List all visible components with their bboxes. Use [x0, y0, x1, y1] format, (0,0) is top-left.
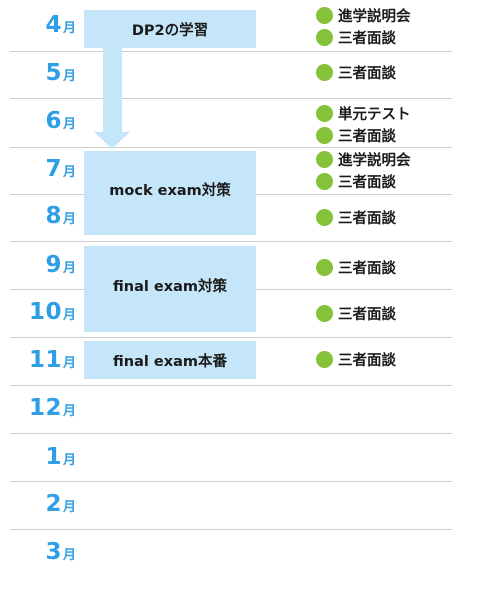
row-divider — [10, 529, 452, 530]
green-dot-icon — [316, 29, 333, 46]
month-number: 12 — [28, 395, 62, 421]
month-label-december: 12 月 — [14, 395, 76, 421]
green-dot-icon — [316, 209, 333, 226]
month-unit: 月 — [62, 356, 76, 371]
month-number: 1 — [45, 444, 62, 470]
event-label: 三者面談 — [338, 261, 396, 277]
month-number: 3 — [45, 539, 62, 565]
month-number: 7 — [45, 156, 62, 182]
green-dot-icon — [316, 127, 333, 144]
event-item: 三者面談 — [316, 349, 396, 370]
row-divider — [10, 337, 452, 338]
green-dot-icon — [316, 105, 333, 122]
green-dot-icon — [316, 7, 333, 24]
month-number: 11 — [28, 347, 62, 373]
phase-label: final exam対策 — [113, 278, 227, 295]
month-number: 5 — [45, 60, 62, 86]
month-unit: 月 — [62, 69, 76, 84]
row-divider — [10, 51, 452, 52]
event-label: 三者面談 — [338, 353, 396, 369]
event-item: 三者面談 — [316, 125, 396, 146]
event-label: 単元テスト — [338, 107, 411, 123]
phase-mock-exam-prep: mock exam対策 — [84, 151, 256, 235]
phase-final-exam: final exam本番 — [84, 341, 256, 379]
event-item: 単元テスト — [316, 103, 411, 124]
phase-dp2-study: DP2の学習 — [84, 10, 256, 48]
event-item: 進学説明会 — [316, 5, 411, 26]
row-divider — [10, 241, 452, 242]
green-dot-icon — [316, 351, 333, 368]
phase-label: DP2の学習 — [131, 22, 209, 39]
month-unit: 月 — [62, 308, 76, 323]
phase-label: final exam本番 — [113, 353, 227, 370]
month-number: 9 — [45, 252, 62, 278]
row-divider — [10, 481, 452, 482]
event-label: 三者面談 — [338, 31, 396, 47]
green-dot-icon — [316, 151, 333, 168]
event-label: 進学説明会 — [338, 153, 411, 169]
arrow-down-icon — [94, 132, 130, 149]
event-label: 三者面談 — [338, 129, 396, 145]
month-label-october: 10 月 — [14, 299, 76, 325]
green-dot-icon — [316, 305, 333, 322]
phase-label: mock exam対策 — [109, 182, 231, 199]
event-label: 三者面談 — [338, 307, 396, 323]
month-number: 10 — [28, 299, 62, 325]
month-unit: 月 — [62, 117, 76, 132]
month-number: 2 — [45, 491, 62, 517]
row-divider — [10, 98, 452, 99]
month-number: 6 — [45, 108, 62, 134]
month-number: 4 — [45, 12, 62, 38]
row-divider — [10, 385, 452, 386]
month-unit: 月 — [62, 212, 76, 227]
event-label: 進学説明会 — [338, 9, 411, 25]
month-unit: 月 — [62, 548, 76, 563]
month-unit: 月 — [62, 21, 76, 36]
event-item: 三者面談 — [316, 62, 396, 83]
month-unit: 月 — [62, 500, 76, 515]
month-unit: 月 — [62, 165, 76, 180]
month-unit: 月 — [62, 453, 76, 468]
month-label-november: 11 月 — [14, 347, 76, 373]
event-item: 三者面談 — [316, 303, 396, 324]
event-item: 三者面談 — [316, 27, 396, 48]
row-divider — [10, 433, 452, 434]
month-unit: 月 — [62, 404, 76, 419]
event-item: 三者面談 — [316, 207, 396, 228]
green-dot-icon — [316, 64, 333, 81]
event-item: 三者面談 — [316, 171, 396, 192]
green-dot-icon — [316, 259, 333, 276]
row-divider — [10, 147, 452, 148]
event-label: 三者面談 — [338, 175, 396, 191]
event-label: 三者面談 — [338, 66, 396, 82]
phase-final-exam-prep: final exam対策 — [84, 246, 256, 332]
event-item: 進学説明会 — [316, 149, 411, 170]
month-unit: 月 — [62, 261, 76, 276]
month-number: 8 — [45, 203, 62, 229]
green-dot-icon — [316, 173, 333, 190]
event-item: 三者面談 — [316, 257, 396, 278]
arrow-shaft — [103, 48, 122, 134]
event-label: 三者面談 — [338, 211, 396, 227]
